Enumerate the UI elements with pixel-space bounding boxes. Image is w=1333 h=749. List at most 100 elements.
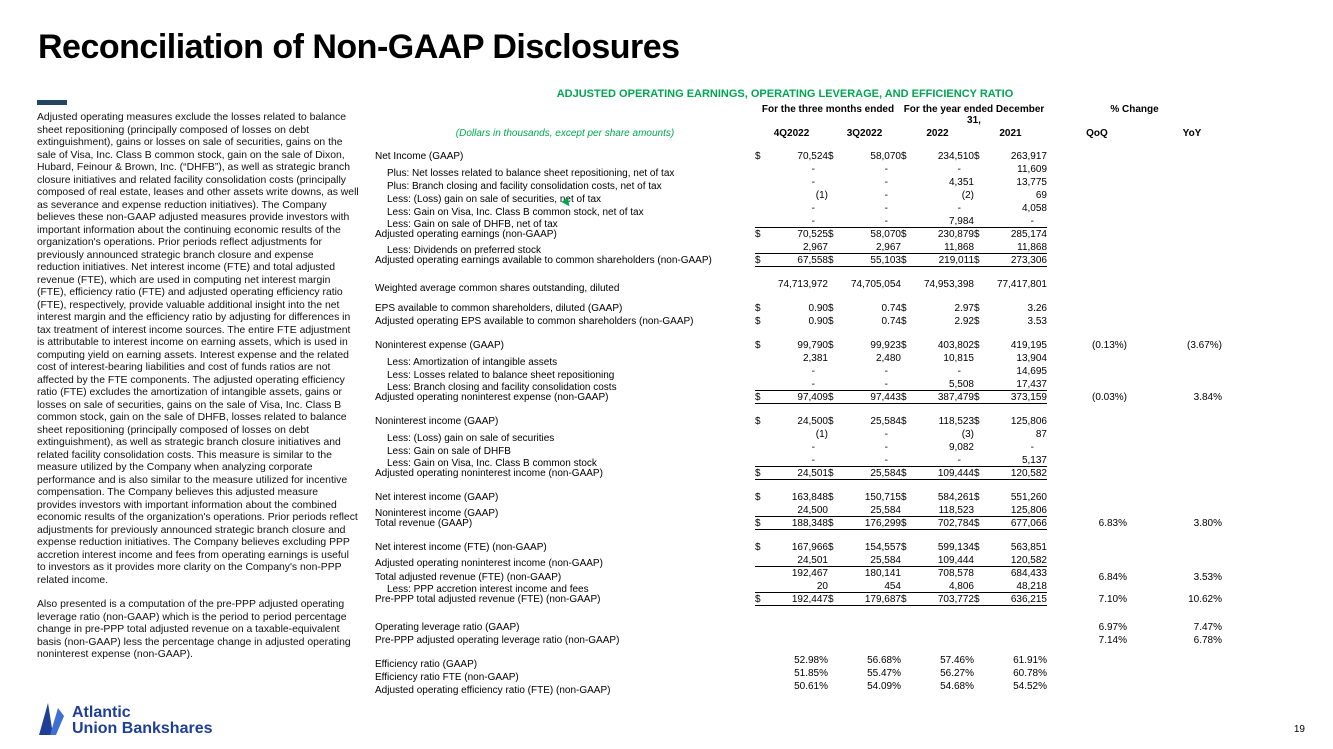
value-cell: 120,582 (974, 555, 1047, 567)
cell-value: - (1030, 442, 1034, 453)
cell-value: 708,578 (937, 568, 974, 579)
cell-value: 2,480 (875, 353, 901, 364)
cell-value: 263,917 (1010, 151, 1047, 162)
table-row: Weighted average common shares outstandi… (375, 279, 1310, 294)
yoy-cell: (3.67%) (1186, 340, 1222, 351)
cell-value: 387,479 (937, 392, 974, 403)
dollar-sign (901, 681, 914, 693)
dollar-sign: $ (901, 340, 907, 351)
dollar-sign (901, 279, 914, 291)
table-column-group-header-row: For the three months ended For the year … (375, 104, 1310, 126)
value-cell: $25,584 (828, 468, 901, 480)
value-cell: $109,444 (901, 468, 974, 480)
dollar-sign (974, 581, 987, 592)
cell-value: 188,348 (791, 518, 828, 529)
dollar-sign (828, 216, 841, 227)
dollar-sign (901, 164, 914, 176)
value-cell: 10,815 (901, 353, 974, 365)
value-cell: 55.47% (828, 668, 901, 680)
dollar-sign (755, 216, 768, 227)
value-cell: $273,306 (974, 255, 1047, 267)
row-label: Plus: Net losses related to balance shee… (387, 168, 675, 179)
dollar-sign (901, 242, 914, 253)
value-cell: $263,917 (974, 151, 1047, 163)
cell-value: 74,713,972 (777, 279, 828, 290)
dollar-sign: $ (901, 594, 907, 605)
cell-value: - (811, 177, 815, 188)
dollar-sign: $ (974, 518, 980, 529)
dollar-sign (974, 618, 987, 630)
cell-value: 24,501 (797, 468, 828, 479)
page-number: 19 (1293, 724, 1305, 735)
dollar-sign: $ (901, 303, 907, 314)
cell-value: (2) (961, 190, 974, 201)
dollar-sign (828, 366, 841, 378)
value-cell: 4,351 (901, 177, 974, 189)
dollar-sign (828, 203, 841, 215)
row-label: Less: (Loss) gain on sale of securities (387, 433, 555, 444)
value-cell: $150,715 (828, 492, 901, 504)
cell-value: 454 (884, 581, 901, 592)
cell-value: 403,802 (937, 340, 974, 351)
dollar-sign: $ (974, 392, 980, 403)
dollar-sign (974, 203, 987, 215)
yoy-cell: 6.78% (1193, 635, 1222, 646)
cell-value: 11,868 (944, 242, 974, 253)
value-cell: $118,523 (901, 416, 974, 428)
row-label: Pre-PPP total adjusted revenue (FTE) (no… (375, 594, 601, 605)
cell-value: 9,082 (948, 442, 974, 453)
cell-value: 0.74 (881, 316, 901, 327)
dollar-sign (974, 353, 987, 365)
row-label: Adjusted operating efficiency ratio (FTE… (375, 685, 611, 696)
cell-value: (1) (815, 429, 828, 440)
dollar-sign (901, 353, 914, 365)
value-cell: $3.53 (974, 316, 1047, 328)
dollar-sign (974, 366, 987, 378)
cell-value: 2.92 (954, 316, 974, 327)
dollar-sign (828, 164, 841, 176)
dollar-sign: $ (828, 594, 834, 605)
yoy-cell: 7.47% (1193, 622, 1222, 633)
value-cell: 48,218 (974, 581, 1047, 593)
cell-value: 4,806 (948, 581, 974, 592)
dollar-sign: $ (974, 255, 980, 266)
dollar-sign (901, 655, 914, 667)
dollar-sign: $ (974, 416, 980, 427)
dollar-sign: $ (755, 316, 761, 327)
dollar-sign: $ (974, 542, 980, 553)
logo-wordmark: Atlantic Union Bankshares (72, 704, 212, 737)
dollar-sign (901, 429, 914, 441)
value-cell: 69 (974, 190, 1047, 202)
cell-value: - (811, 366, 815, 377)
value-cell: - (974, 442, 1047, 454)
value-cell (755, 618, 828, 630)
table-row: Pre-PPP adjusted operating leverage rati… (375, 631, 1310, 646)
value-cell: 24,501 (755, 555, 828, 567)
cell-value: 702,784 (937, 518, 974, 529)
value-cell: 56.68% (828, 655, 901, 667)
value-cell: - (755, 203, 828, 215)
value-cell: 4,058 (974, 203, 1047, 215)
row-label: Noninterest income (GAAP) (375, 416, 499, 427)
dollar-sign: $ (828, 518, 834, 529)
cell-value: 13,904 (1016, 353, 1047, 364)
dollar-sign (828, 429, 841, 441)
value-cell: 54.09% (828, 681, 901, 693)
cell-value: 25,584 (870, 468, 901, 479)
cell-value: 120,582 (1010, 468, 1047, 479)
row-label: Pre-PPP adjusted operating leverage rati… (375, 635, 620, 646)
value-cell: $55,103 (828, 255, 901, 267)
value-cell: - (901, 455, 974, 467)
value-cell: - (828, 366, 901, 378)
dollar-sign: $ (828, 392, 834, 403)
cell-value: - (884, 177, 888, 188)
dollar-sign (901, 555, 914, 566)
value-cell: $403,802 (901, 340, 974, 352)
table-row: Less: Amortization of intangible assets 2… (375, 353, 1310, 368)
qoq-cell: 6.83% (1098, 518, 1127, 529)
cell-value: 563,851 (1010, 542, 1047, 553)
cell-value: - (884, 203, 888, 214)
value-cell: $0.90 (755, 303, 828, 315)
dollar-sign (974, 631, 987, 643)
value-cell: - (755, 455, 828, 467)
